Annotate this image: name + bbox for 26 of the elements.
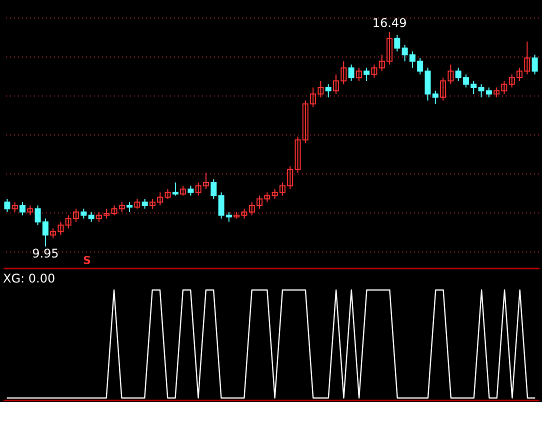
candlestick: [325, 84, 332, 98]
candlestick: [126, 202, 133, 213]
annotation: 16.49: [372, 16, 407, 30]
candlestick: [210, 178, 217, 200]
candlestick: [394, 34, 400, 52]
candlestick: [371, 64, 378, 78]
candlestick: [27, 204, 34, 216]
chart-title: XG: 0.00: [3, 271, 56, 286]
candlestick: [4, 198, 10, 213]
candlestick: [348, 64, 354, 82]
candlestick: [172, 182, 178, 196]
candlestick: [134, 198, 140, 210]
text: S: [83, 254, 92, 267]
candlestick: [356, 67, 362, 82]
candlestick: [20, 202, 26, 216]
candlestick: [180, 185, 186, 196]
candlestick: [88, 212, 94, 222]
candlestick: [80, 208, 87, 220]
candlestick: [532, 54, 538, 75]
candlestick: [164, 188, 171, 200]
candlestick: [12, 202, 18, 213]
candlestick: [188, 185, 194, 196]
candlestick: [364, 67, 370, 82]
annotation: 9.95: [32, 246, 59, 260]
candlestick: [142, 198, 148, 210]
candlestick: [432, 90, 438, 104]
